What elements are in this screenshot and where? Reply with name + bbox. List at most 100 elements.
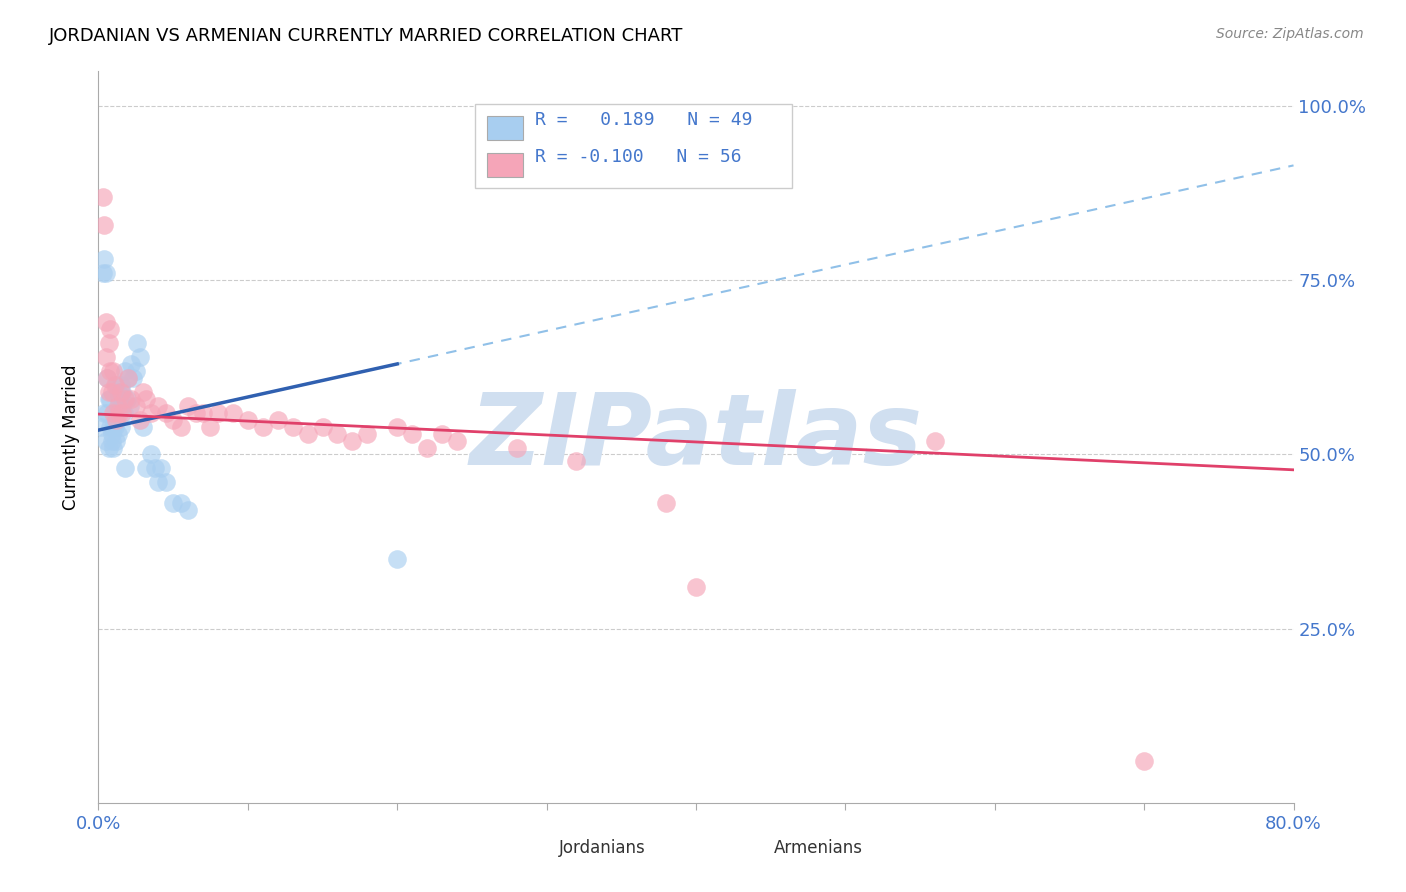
Point bbox=[108, 392, 131, 406]
Point bbox=[267, 412, 290, 426]
Text: Armenians: Armenians bbox=[773, 839, 863, 857]
Point bbox=[90, 419, 112, 434]
Point bbox=[97, 384, 120, 399]
Point bbox=[96, 371, 118, 385]
Text: Jordanians: Jordanians bbox=[558, 839, 645, 857]
Point bbox=[115, 392, 138, 406]
Point bbox=[105, 377, 128, 392]
Point bbox=[104, 377, 127, 392]
Point bbox=[356, 426, 378, 441]
Point bbox=[446, 434, 468, 448]
Point bbox=[342, 434, 364, 448]
Point bbox=[112, 406, 135, 420]
Point bbox=[104, 406, 127, 420]
Bar bbox=[738, 838, 763, 857]
Point bbox=[125, 399, 148, 413]
Point bbox=[94, 350, 117, 364]
Point bbox=[162, 496, 184, 510]
Point bbox=[103, 419, 125, 434]
Point bbox=[118, 399, 141, 413]
Point bbox=[93, 406, 115, 420]
Point bbox=[506, 441, 529, 455]
Point bbox=[114, 461, 136, 475]
Point bbox=[416, 441, 439, 455]
Point bbox=[120, 357, 142, 371]
Point bbox=[135, 461, 157, 475]
Point bbox=[97, 336, 120, 351]
Point bbox=[101, 434, 124, 448]
Point bbox=[105, 434, 128, 448]
Point bbox=[326, 426, 349, 441]
Point bbox=[103, 441, 125, 455]
Point bbox=[127, 336, 149, 351]
Point bbox=[236, 412, 259, 426]
Bar bbox=[486, 117, 523, 140]
Point bbox=[385, 419, 409, 434]
Point bbox=[311, 419, 333, 434]
Text: R = -0.100   N = 56: R = -0.100 N = 56 bbox=[534, 148, 741, 166]
Point bbox=[121, 371, 143, 385]
Point bbox=[103, 364, 125, 378]
Point bbox=[132, 419, 155, 434]
Point bbox=[139, 406, 162, 420]
Text: R =   0.189   N = 49: R = 0.189 N = 49 bbox=[534, 112, 752, 129]
Point bbox=[155, 406, 177, 420]
Point bbox=[129, 350, 152, 364]
Point bbox=[281, 419, 304, 434]
Point bbox=[107, 384, 129, 399]
Point bbox=[94, 315, 117, 329]
Point bbox=[685, 580, 707, 594]
Point bbox=[94, 266, 117, 280]
Bar bbox=[523, 838, 548, 857]
Point bbox=[120, 392, 142, 406]
Point bbox=[401, 426, 423, 441]
Point bbox=[96, 371, 118, 385]
Point bbox=[430, 426, 453, 441]
Point bbox=[129, 412, 152, 426]
Bar bbox=[486, 153, 523, 177]
Point bbox=[110, 419, 132, 434]
Point bbox=[177, 399, 200, 413]
Point bbox=[200, 419, 222, 434]
Point bbox=[184, 406, 207, 420]
Point bbox=[97, 392, 120, 406]
Point bbox=[111, 406, 134, 420]
Point bbox=[148, 475, 170, 490]
Point bbox=[114, 364, 136, 378]
Point bbox=[101, 384, 124, 399]
Y-axis label: Currently Married: Currently Married bbox=[62, 364, 80, 510]
Point bbox=[148, 399, 170, 413]
Point bbox=[162, 412, 184, 426]
Point bbox=[107, 399, 129, 413]
Point bbox=[98, 392, 122, 406]
Point bbox=[565, 454, 588, 468]
FancyBboxPatch shape bbox=[475, 104, 792, 188]
Point bbox=[169, 419, 191, 434]
Point bbox=[150, 461, 173, 475]
Point bbox=[103, 406, 125, 420]
Point bbox=[177, 503, 200, 517]
Point bbox=[97, 441, 120, 455]
Point bbox=[105, 412, 128, 426]
Point bbox=[93, 252, 115, 267]
Point bbox=[111, 399, 134, 413]
Point bbox=[385, 552, 409, 566]
Point bbox=[108, 406, 131, 420]
Point bbox=[117, 371, 139, 385]
Point bbox=[655, 496, 678, 510]
Point bbox=[117, 371, 139, 385]
Point bbox=[110, 384, 132, 399]
Point bbox=[135, 392, 157, 406]
Point bbox=[139, 448, 162, 462]
Point bbox=[94, 434, 117, 448]
Text: ZIPatlas: ZIPatlas bbox=[470, 389, 922, 485]
Point bbox=[155, 475, 177, 490]
Point bbox=[222, 406, 245, 420]
Point bbox=[91, 190, 114, 204]
Point bbox=[98, 364, 122, 378]
Point bbox=[104, 419, 127, 434]
Point bbox=[114, 392, 136, 406]
Point bbox=[191, 406, 214, 420]
Point bbox=[924, 434, 946, 448]
Point bbox=[107, 426, 129, 441]
